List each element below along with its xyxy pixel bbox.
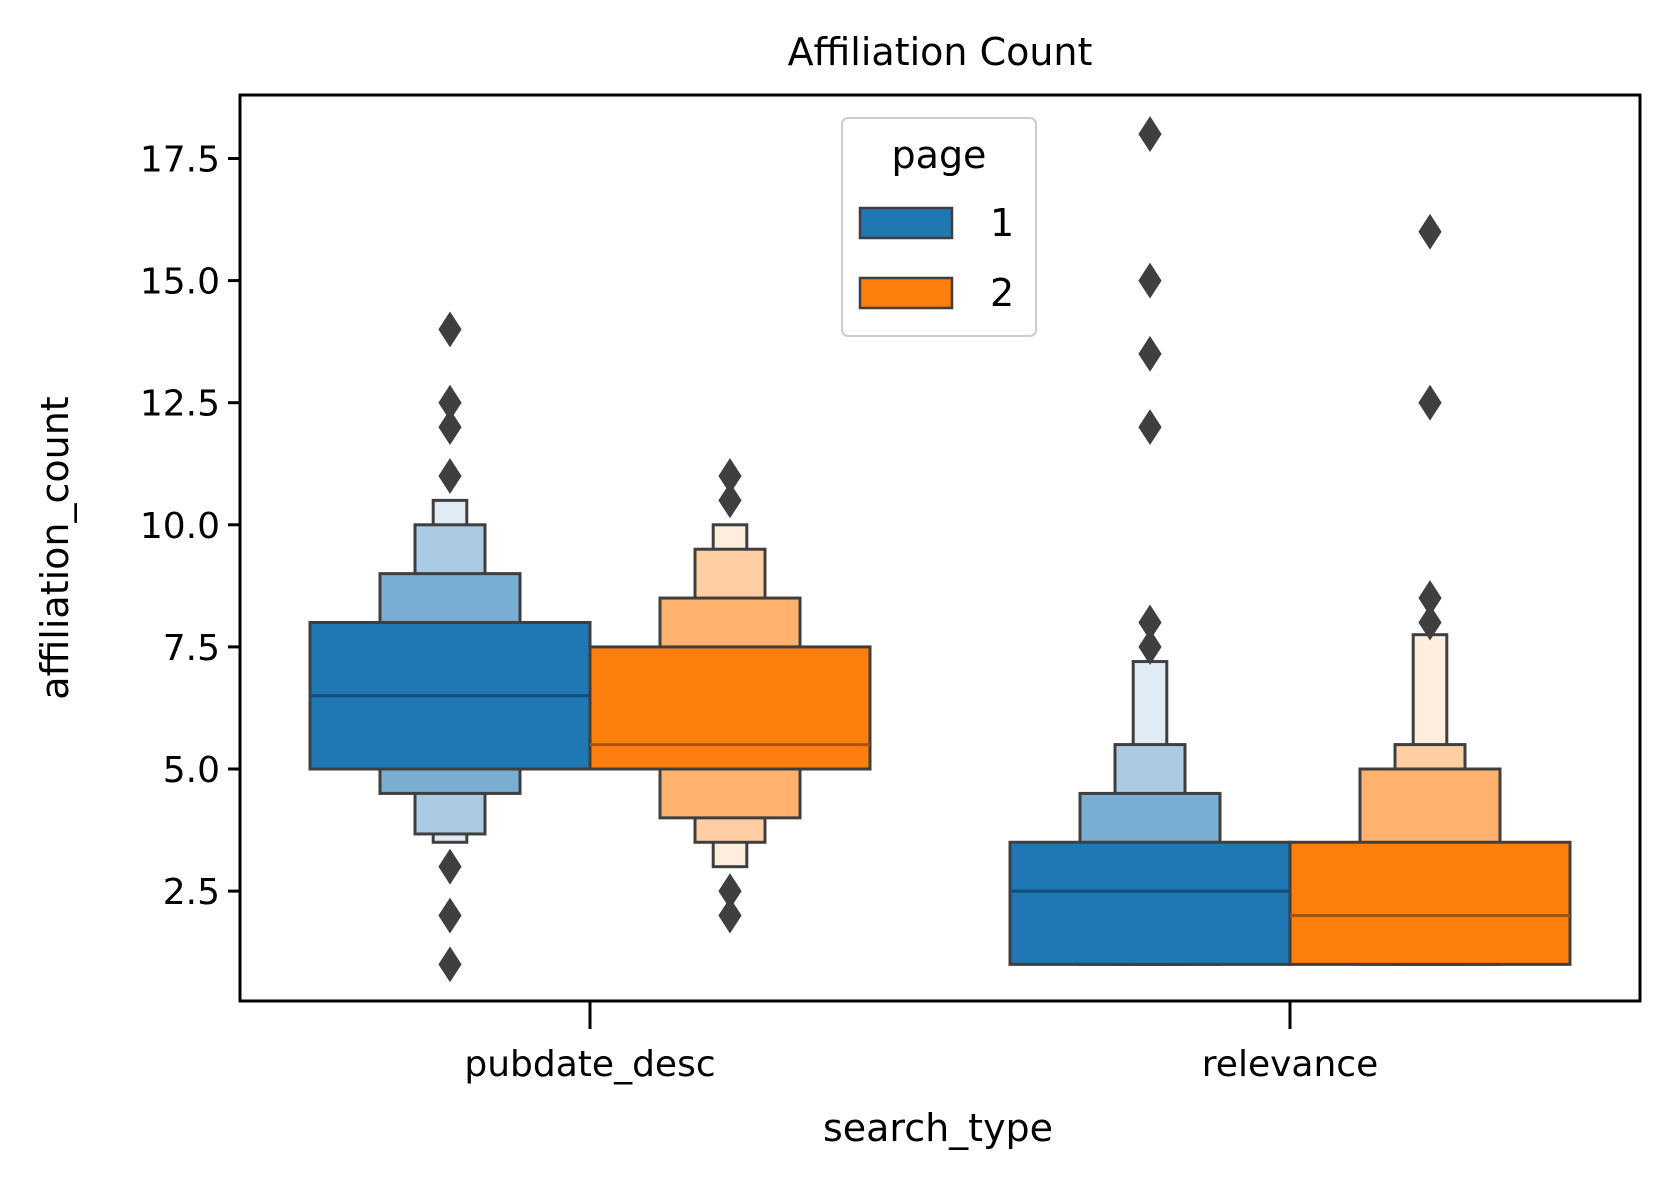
y-tick-label: 2.5 [163, 872, 220, 913]
outlier-point-series-1-pubdate_desc-0 [438, 311, 462, 348]
boxen-box-series-2-relevance-level-1 [1288, 840, 1572, 966]
boxen-box-series-2-pubdate_desc-level-1 [588, 645, 872, 771]
outlier-point-series-1-relevance-5 [1138, 628, 1162, 665]
outlier-point-series-1-relevance-1 [1138, 262, 1162, 299]
outlier-point-series-1-pubdate_desc-6 [438, 946, 462, 983]
outlier-point-series-1-relevance-2 [1138, 335, 1162, 372]
boxen-box-series-1-relevance-level-1 [1008, 840, 1292, 966]
x-axis: pubdate_desc relevance [464, 1001, 1378, 1085]
y-tick-label: 15.0 [140, 262, 220, 303]
outlier-point-series-2-relevance-1 [1418, 384, 1442, 421]
outlier-point-series-1-relevance-0 [1138, 116, 1162, 152]
legend-swatch-1 [858, 206, 954, 240]
y-tick-label: 7.5 [163, 628, 220, 669]
y-axis: 2.5 5.0 7.5 10.0 12.5 15.0 17.5 [140, 139, 240, 913]
axes-frame [238, 93, 1642, 1003]
x-tick-label: relevance [1202, 1044, 1378, 1085]
y-tick-label: 5.0 [163, 750, 220, 791]
outlier-point-series-1-relevance-3 [1138, 409, 1162, 446]
y-tick-label: 17.5 [140, 139, 220, 180]
x-tick-label: pubdate_desc [464, 1044, 715, 1085]
outlier-point-series-2-pubdate_desc-1 [718, 482, 742, 519]
outlier-point-series-1-pubdate_desc-3 [438, 458, 462, 494]
legend-title: page [892, 133, 987, 177]
legend: page 1 2 [841, 117, 1037, 337]
y-axis-label: affiliation_count [33, 396, 77, 699]
chart-title: Affiliation Count [788, 30, 1093, 74]
legend-label-2: 2 [990, 271, 1014, 315]
x-axis-label: search_type [823, 1106, 1053, 1150]
y-tick-label: 12.5 [140, 384, 220, 425]
outlier-point-series-1-pubdate_desc-2 [438, 409, 462, 446]
y-tick-label: 10.0 [140, 506, 220, 547]
outlier-point-series-2-relevance-3 [1418, 604, 1442, 641]
plot-area [308, 116, 1572, 983]
outlier-point-series-2-relevance-0 [1418, 213, 1442, 250]
outlier-point-series-1-pubdate_desc-4 [438, 848, 462, 885]
outlier-point-series-1-pubdate_desc-5 [438, 897, 462, 934]
legend-label-1: 1 [990, 201, 1014, 245]
legend-swatch-2 [858, 276, 954, 310]
outlier-point-series-2-pubdate_desc-3 [718, 897, 742, 934]
